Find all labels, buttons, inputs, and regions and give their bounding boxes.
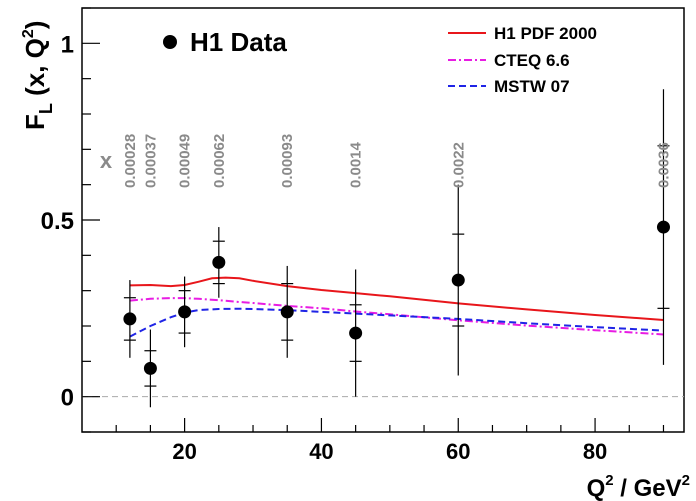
data-point (212, 255, 226, 269)
x-axis-label-unit: / GeV (614, 475, 682, 501)
y-axis-label-close: ) (20, 21, 50, 30)
x-tick-label: 80 (583, 439, 607, 464)
data-point (123, 312, 137, 326)
legend-h1pdf-label: H1 PDF 2000 (494, 24, 597, 43)
y-tick-label: 0.5 (41, 208, 74, 235)
x-tick-label: 60 (446, 439, 470, 464)
x-marker-label: x (100, 148, 113, 173)
y-axis-label-sup: 2 (20, 29, 37, 38)
x-axis-label: Q2 / GeV2 (587, 472, 690, 501)
data-point (656, 220, 670, 234)
curve-series-2 (129, 307, 664, 338)
curve-series-0 (129, 276, 664, 321)
x-value-label: 0.0036 (655, 142, 672, 188)
data-point (451, 273, 465, 287)
x-axis-label-sup2: 2 (682, 472, 690, 489)
y-axis-label: FL (x, Q2) (20, 21, 56, 130)
y-tick-label: 1 (61, 31, 74, 58)
x-tick-label: 20 (172, 439, 196, 464)
y-axis-label-args: (x, Q (20, 38, 50, 103)
x-value-label: 0.0022 (450, 142, 467, 188)
x-axis-label-sup1: 2 (605, 472, 613, 489)
data-point (143, 361, 157, 375)
legend-data-label: H1 Data (190, 27, 287, 57)
data-points (123, 89, 670, 408)
y-axis-label-f: F (20, 114, 50, 130)
data-point (349, 326, 363, 340)
legend-mstw-label: MSTW 07 (494, 77, 570, 96)
x-value-label: 0.0014 (348, 141, 365, 188)
legend-cteq-label: CTEQ 6.6 (494, 51, 570, 70)
x-value-label: 0.00062 (211, 134, 228, 188)
theory-curves (129, 276, 664, 338)
data-point (280, 305, 294, 319)
y-tick-label: 0 (61, 385, 74, 412)
plot-frame (81, 7, 685, 433)
x-value-label: 0.00037 (142, 134, 159, 188)
data-point (178, 305, 192, 319)
x-axis-label-q: Q (587, 475, 606, 501)
legend-data-marker (163, 35, 177, 49)
x-value-label: 0.00049 (177, 134, 194, 188)
x-value-label: 0.00028 (122, 134, 139, 188)
x-value-labels: x 0.00028 0.00037 0.00049 0.00062 0.00093 0.00… (100, 134, 673, 188)
x-tick-label: 40 (309, 439, 333, 464)
curve-series-1 (129, 297, 664, 336)
y-axis-label-sub: L (36, 103, 56, 114)
axes: 20 40 60 80 0 0.5 1 (41, 7, 684, 464)
x-value-label: 0.00093 (279, 134, 296, 188)
